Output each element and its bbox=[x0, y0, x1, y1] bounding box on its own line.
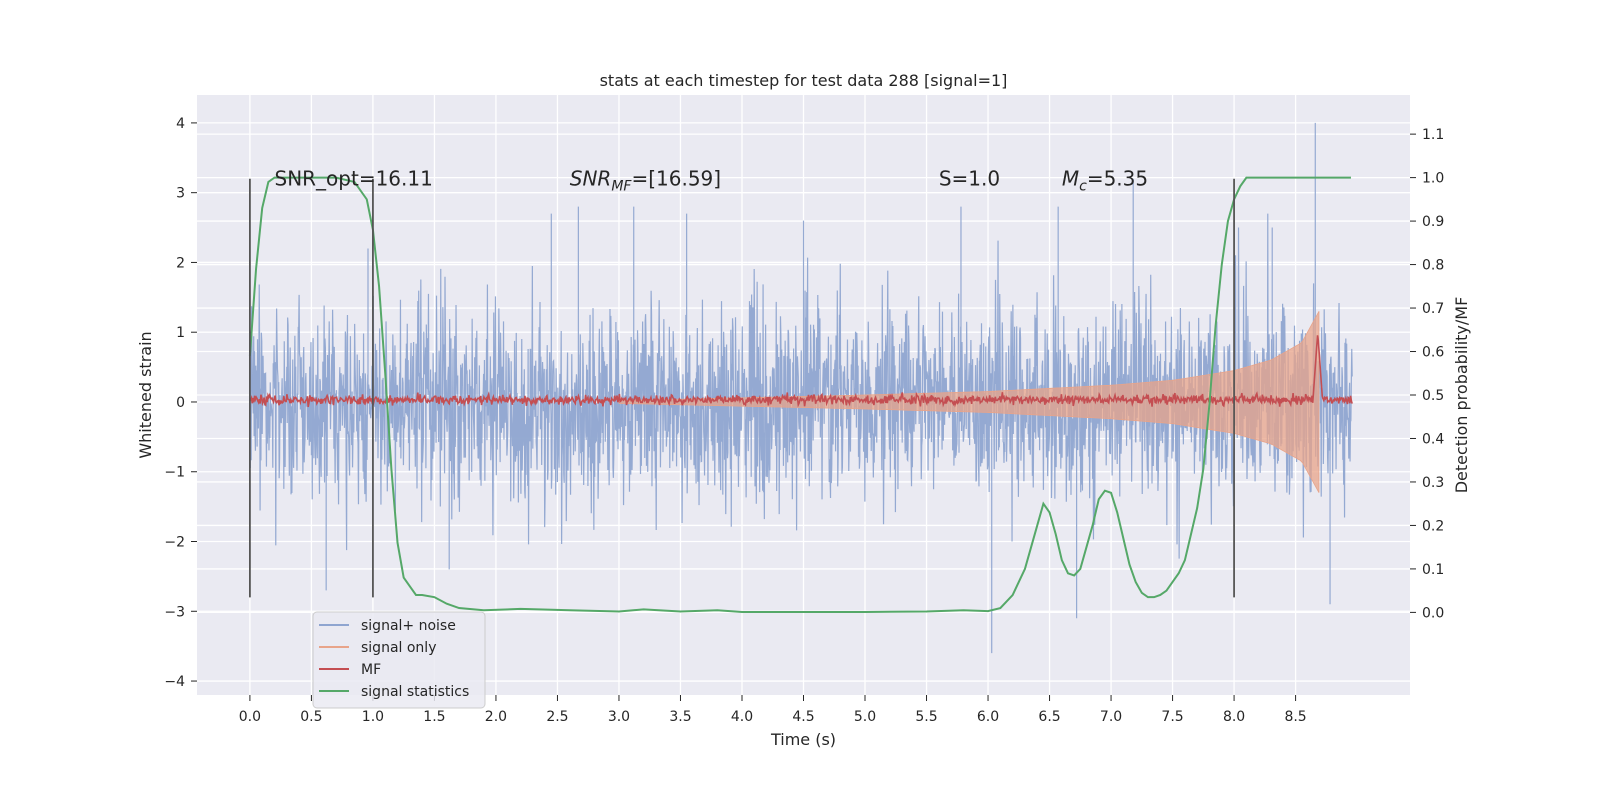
x-tick-label: 8.0 bbox=[1223, 709, 1245, 725]
y-right-tick-label: 1.0 bbox=[1422, 171, 1444, 187]
x-tick-label: 1.0 bbox=[362, 709, 384, 725]
x-tick-label: 0.0 bbox=[239, 709, 261, 725]
signal-only-series bbox=[618, 311, 1320, 493]
y-tick-label: 2 bbox=[176, 255, 185, 271]
y-tick-label: 0 bbox=[176, 395, 185, 411]
annotation: SNR_opt=16.11 bbox=[275, 167, 433, 191]
y-right-tick-label: 0.0 bbox=[1422, 605, 1444, 621]
x-tick-label: 2.0 bbox=[485, 709, 507, 725]
signal-noise-line bbox=[249, 122, 1353, 654]
x-tick-label: 8.5 bbox=[1284, 709, 1306, 725]
annotation: SNRMF=[16.59] bbox=[570, 167, 721, 195]
mf-line bbox=[249, 335, 1353, 408]
vertical-markers bbox=[248, 178, 1235, 598]
y-tick-label: −1 bbox=[164, 465, 185, 481]
legend-label: signal only bbox=[361, 640, 436, 656]
x-tick-label: 0.5 bbox=[300, 709, 322, 725]
y-axis-right-label: Detection probability/MF bbox=[1452, 297, 1471, 494]
chart-title: stats at each timestep for test data 288… bbox=[600, 71, 1008, 90]
x-tick-label: 5.0 bbox=[854, 709, 876, 725]
y-tick-label: −2 bbox=[164, 535, 185, 551]
y-right-tick-label: 0.2 bbox=[1422, 518, 1444, 534]
annotations: SNR_opt=16.11 SNRMF=[16.59] S=1.0 Mc=5.35 bbox=[275, 167, 1149, 195]
legend-label: signal statistics bbox=[361, 684, 469, 700]
y-right-tick-label: 0.4 bbox=[1422, 431, 1444, 447]
y-tick-label: 3 bbox=[176, 186, 185, 202]
y-tick-label: 1 bbox=[176, 325, 185, 341]
legend-box bbox=[312, 611, 486, 709]
y-tick-label: −3 bbox=[164, 604, 185, 620]
ticks: 0.0 0.5 1.0 1.5 2.0 2.5 3.0 3.5 4.0 4.5 5.0 5.5 6.0 6… bbox=[164, 116, 1444, 725]
x-tick-label: 4.0 bbox=[731, 709, 753, 725]
x-tick-label: 5.5 bbox=[915, 709, 937, 725]
x-tick-label: 4.5 bbox=[792, 709, 814, 725]
legend: signal+ noise signal only MF signal statist… bbox=[312, 611, 486, 709]
x-tick-label: 7.5 bbox=[1161, 709, 1183, 725]
y-right-tick-label: 0.7 bbox=[1422, 301, 1444, 317]
y-right-tick-label: 0.8 bbox=[1422, 258, 1444, 274]
y-right-tick-label: 0.9 bbox=[1422, 214, 1444, 230]
x-tick-label: 3.5 bbox=[669, 709, 691, 725]
x-tick-label: 6.5 bbox=[1038, 709, 1060, 725]
y-right-tick-label: 0.3 bbox=[1422, 475, 1444, 491]
y-tick-label: 4 bbox=[176, 116, 185, 132]
x-tick-label: 1.5 bbox=[423, 709, 445, 725]
y-right-tick-label: 0.6 bbox=[1422, 345, 1444, 361]
annotation: Mc=5.35 bbox=[1062, 167, 1148, 195]
signal-statistics-line bbox=[248, 176, 1351, 613]
x-tick-label: 2.5 bbox=[546, 709, 568, 725]
y-right-tick-label: 0.1 bbox=[1422, 562, 1444, 578]
y-tick-label: −4 bbox=[164, 674, 185, 690]
x-axis-label: Time (s) bbox=[770, 730, 836, 749]
y-axis-label: Whitened strain bbox=[136, 331, 155, 458]
x-tick-label: 3.0 bbox=[608, 709, 630, 725]
signal-noise-series bbox=[249, 122, 1353, 654]
annotation: S=1.0 bbox=[939, 167, 1000, 191]
x-tick-label: 7.0 bbox=[1100, 709, 1122, 725]
y-right-tick-label: 1.1 bbox=[1422, 127, 1444, 143]
mf-series bbox=[249, 335, 1353, 408]
y-right-tick-label: 0.5 bbox=[1422, 388, 1444, 404]
signal-only-envelope bbox=[618, 311, 1320, 493]
legend-label: signal+ noise bbox=[361, 618, 456, 634]
signal-statistics-series bbox=[248, 176, 1351, 613]
x-tick-label: 6.0 bbox=[977, 709, 999, 725]
legend-label: MF bbox=[361, 662, 381, 678]
